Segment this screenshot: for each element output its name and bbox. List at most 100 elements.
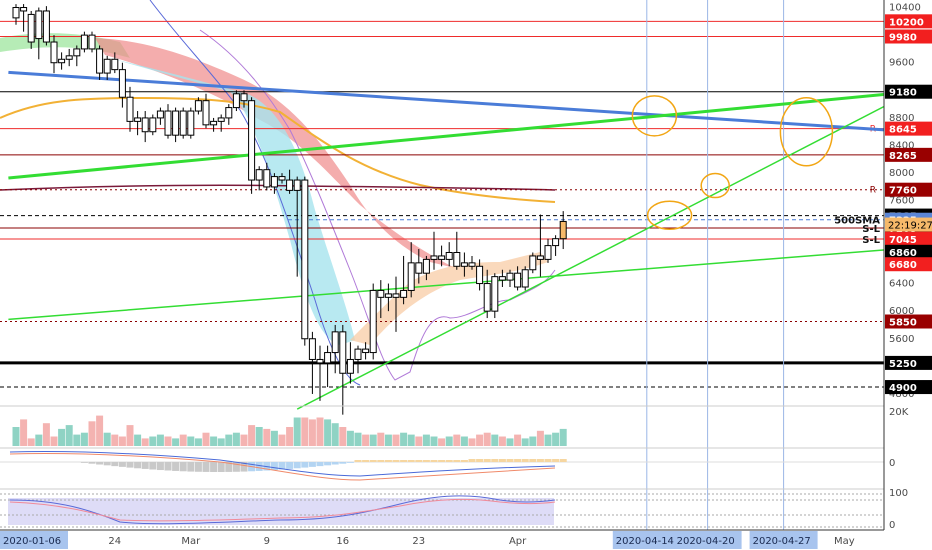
macd-bar: [544, 459, 552, 462]
level-tag-label: 8645: [889, 125, 917, 136]
candle-body: [506, 272, 514, 281]
volume-bar: [286, 427, 294, 446]
volume-bar: [210, 436, 218, 446]
level-note: 500SMA: [834, 216, 880, 227]
level-tag-bg: [885, 380, 932, 395]
level-tag-label: 6860: [889, 248, 917, 259]
macd-bar: [88, 462, 96, 464]
rsi-signal-line: [9, 498, 556, 522]
candle-body: [514, 272, 522, 288]
macd-bar: [232, 462, 240, 472]
macd-bar: [111, 462, 119, 467]
candle-body: [286, 179, 294, 191]
candle-body: [346, 358, 354, 374]
macd-bar: [217, 462, 225, 472]
candle-body: [552, 238, 560, 247]
macd-bar: [149, 462, 157, 470]
volume-bar: [392, 434, 400, 446]
price-tick-label: 7600: [889, 196, 914, 207]
horizontal-levels[interactable]: RR: [0, 20, 884, 388]
candle-body: [42, 10, 50, 43]
candle-body: [445, 251, 453, 260]
last-price-tag-label: 22:19:27: [888, 221, 932, 232]
time-label-highlight: [749, 531, 818, 549]
annotation-circle[interactable]: [779, 96, 834, 167]
macd-bar: [308, 462, 316, 467]
candle-body: [339, 331, 347, 374]
annotation-circles[interactable]: [631, 95, 834, 230]
macd-bar: [270, 462, 278, 471]
candle-body: [438, 255, 446, 260]
candle-body: [536, 255, 544, 260]
volume-bar: [521, 438, 529, 446]
volume-bar: [88, 421, 96, 446]
volume-bar: [514, 434, 522, 446]
candle-body: [103, 58, 111, 74]
level-tag-bg: [885, 182, 932, 197]
macd-bar: [331, 462, 339, 465]
level-tag-bg: [885, 14, 932, 29]
annotation-circle[interactable]: [646, 200, 693, 230]
volume-bar: [339, 427, 347, 446]
candle-body: [35, 10, 43, 40]
volume-bar: [134, 434, 142, 446]
macd-bar: [422, 460, 430, 462]
volume-bar: [476, 434, 484, 446]
level-tag-bg: [885, 84, 932, 99]
candle-body: [498, 276, 506, 281]
level-tag-bg: [885, 355, 932, 370]
candle-body: [96, 48, 104, 74]
volume-bar: [400, 432, 408, 446]
candle-body: [400, 289, 408, 298]
trend-line[interactable]: [8, 246, 913, 321]
candle-body: [240, 93, 248, 102]
level-tag-bg: [885, 257, 932, 272]
trend-line[interactable]: [296, 91, 914, 410]
volume-bar: [96, 415, 104, 446]
candle-body: [27, 13, 35, 43]
vertical-date-markers: [646, 0, 785, 530]
volume-bar: [559, 428, 567, 446]
volume-bar: [369, 434, 377, 446]
price-tick-label: 5600: [889, 334, 914, 345]
candle-body: [194, 100, 202, 112]
volume-bar: [27, 438, 35, 446]
ma-orange-line: [0, 96, 556, 203]
trend-line[interactable]: [8, 70, 913, 134]
volume-bar: [20, 419, 28, 446]
macd-bar: [187, 462, 195, 472]
volume-bar: [202, 432, 210, 446]
volume-bar: [483, 432, 491, 446]
annotation-circle[interactable]: [631, 95, 678, 137]
volume-bar: [73, 434, 81, 446]
volume-bar: [445, 436, 453, 446]
candle-body: [118, 69, 126, 98]
macd-bar: [430, 460, 438, 462]
macd-bar: [483, 459, 491, 462]
level-tag-bg: [885, 232, 932, 247]
macd-bar: [498, 459, 506, 462]
ribbon-red: [95, 38, 455, 268]
macd-bar: [369, 460, 377, 462]
trend-line[interactable]: [8, 90, 913, 180]
level-tag-label: 9980: [889, 33, 917, 44]
volume-bar: [415, 436, 423, 446]
moving-average-bands: [0, 0, 556, 386]
level-tag-label: 4900: [889, 383, 917, 394]
volume-bar: [126, 425, 134, 446]
macd-bar: [362, 460, 370, 462]
price-tick-label: 10400: [889, 3, 921, 14]
level-tag-label: 7045: [889, 235, 917, 246]
annotation-circle[interactable]: [700, 172, 730, 199]
volume-bar: [58, 428, 66, 446]
volume-bar: [293, 417, 301, 446]
time-label: 2020-04-27: [753, 536, 811, 547]
macd-bar: [156, 462, 164, 471]
rsi-line: [9, 495, 556, 525]
macd-bar: [552, 459, 560, 462]
candle-body: [324, 352, 332, 364]
volume-bar: [42, 423, 50, 446]
trend-lines[interactable]: [8, 70, 914, 410]
macd-bar: [103, 462, 111, 466]
